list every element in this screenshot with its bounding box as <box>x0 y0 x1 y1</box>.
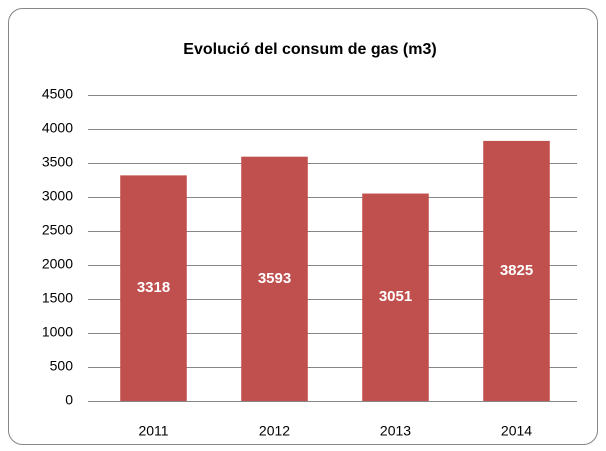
data-label: 3825 <box>500 262 533 279</box>
y-tick-label: 1500 <box>42 290 73 306</box>
y-tick-label: 3500 <box>42 154 73 170</box>
x-tick-label: 2012 <box>259 423 290 439</box>
y-tick-label: 2500 <box>42 222 73 238</box>
data-label: 3051 <box>379 288 412 305</box>
bar <box>362 193 429 401</box>
y-tick-label: 0 <box>65 392 73 408</box>
y-tick-label: 500 <box>50 358 74 374</box>
y-tick-label: 3000 <box>42 188 73 204</box>
bar <box>120 175 187 401</box>
y-tick-label: 4500 <box>42 86 73 102</box>
bar <box>483 140 550 401</box>
y-tick-label: 4000 <box>42 120 73 136</box>
x-tick-label: 2011 <box>138 423 168 439</box>
x-tick-label: 2014 <box>501 423 532 439</box>
y-tick-label: 1000 <box>42 324 73 340</box>
bar <box>241 156 308 401</box>
x-tick-label: 2013 <box>380 423 411 439</box>
data-label: 3318 <box>137 279 170 296</box>
data-label: 3593 <box>258 270 291 287</box>
y-tick-label: 2000 <box>42 256 73 272</box>
chart-title: Evolució del consum de gas (m3) <box>183 41 436 58</box>
